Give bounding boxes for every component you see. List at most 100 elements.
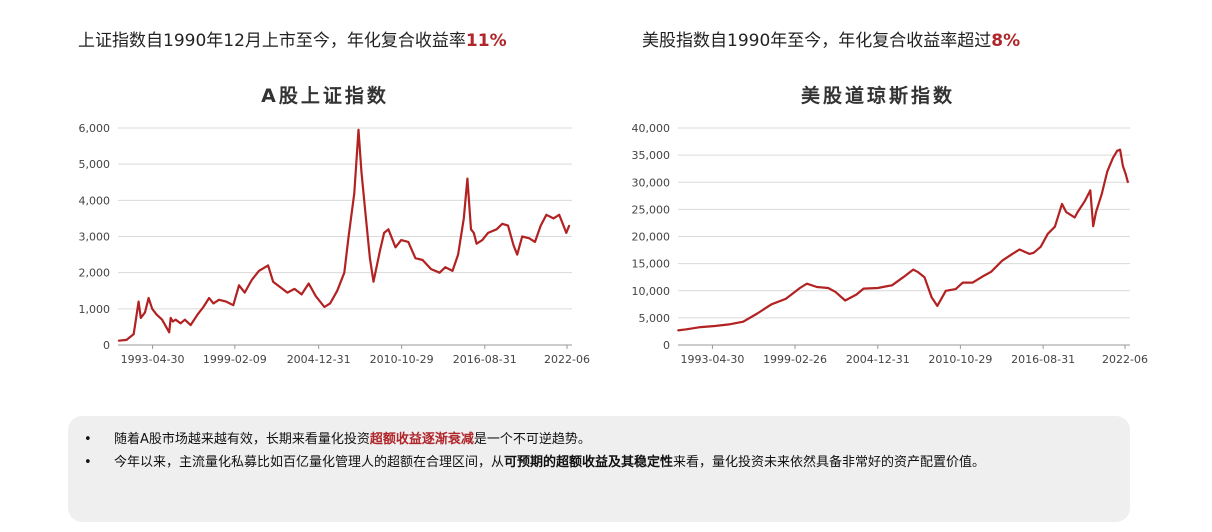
- data-point: [545, 213, 548, 216]
- data-point: [364, 213, 367, 216]
- x-tick-label: 2022-06: [1102, 353, 1148, 366]
- data-point: [451, 270, 454, 272]
- y-tick-label: 2,000: [79, 267, 111, 280]
- y-tick-label: 10,000: [632, 285, 671, 298]
- data-point: [155, 313, 158, 316]
- data-point: [799, 287, 801, 289]
- y-tick-label: 30,000: [632, 176, 671, 189]
- y-tick-label: 40,000: [632, 122, 671, 135]
- y-tick-label: 5,000: [79, 158, 111, 171]
- data-point: [806, 282, 808, 285]
- data-point: [1119, 148, 1121, 151]
- data-point: [272, 280, 274, 283]
- data-point: [171, 320, 174, 323]
- y-tick-label: 5,000: [639, 312, 671, 325]
- data-point: [521, 235, 524, 238]
- headline-us-rate: 8%: [991, 31, 1021, 51]
- data-point: [1076, 211, 1079, 214]
- data-point: [1032, 251, 1035, 254]
- data-point: [1127, 181, 1129, 184]
- data-point: [855, 293, 858, 296]
- data-point: [936, 305, 939, 307]
- data-point: [565, 232, 568, 234]
- data-point: [343, 271, 346, 274]
- series-line: [118, 128, 571, 342]
- bullet-icon: •: [84, 432, 92, 447]
- x-tick-label: 2010-10-29: [370, 353, 434, 366]
- data-point: [336, 289, 339, 292]
- data-point: [1046, 232, 1049, 235]
- data-point: [444, 266, 447, 269]
- data-point: [161, 318, 163, 321]
- data-point: [357, 128, 360, 131]
- data-point: [562, 224, 565, 227]
- data-point: [369, 257, 371, 260]
- data-point: [196, 313, 199, 316]
- data-point: [891, 284, 893, 287]
- headline-shanghai-rate: 11%: [465, 31, 507, 51]
- data-point: [472, 232, 475, 234]
- data-point: [189, 324, 192, 326]
- data-point: [1061, 203, 1063, 205]
- data-point: [501, 222, 504, 225]
- data-point: [218, 298, 220, 301]
- data-point: [1100, 193, 1103, 196]
- data-point: [876, 287, 879, 289]
- data-point: [132, 333, 135, 335]
- data-point: [470, 228, 472, 231]
- x-tick-label: 1999-02-09: [203, 353, 267, 366]
- data-point: [250, 279, 253, 281]
- headline-shanghai-text: 上证指数自1990年12月上市至今，年化复合收益率: [78, 31, 466, 51]
- data-point: [360, 170, 363, 173]
- data-point: [944, 289, 947, 292]
- data-point: [742, 320, 745, 323]
- y-tick-label: 1,000: [79, 303, 111, 316]
- data-point: [300, 293, 303, 296]
- data-point: [462, 217, 465, 220]
- x-tick-label: 2016-08-31: [1011, 353, 1075, 366]
- data-point: [827, 287, 830, 289]
- note-item-1: • 随着A股市场越来越有效，长期来看量化投资超额收益逐渐衰减是一个不可逆趋势。: [68, 428, 1130, 451]
- data-point: [353, 192, 356, 194]
- headline-us: 美股指数自1990年至今，年化复合收益率超过8%: [642, 26, 1020, 51]
- data-point: [971, 281, 974, 284]
- x-tick-label: 1999-02-26: [763, 353, 827, 366]
- headline-shanghai: 上证指数自1990年12月上市至今，年化复合收益率11%: [78, 26, 507, 51]
- note-item-2: • 今年以来，主流量化私募比如百亿量化管理人的超额在合理区间，从可预期的超额收益及…: [68, 451, 1130, 474]
- data-point: [1054, 225, 1056, 228]
- data-point: [558, 213, 561, 216]
- data-point: [137, 300, 140, 303]
- note-2-text: 今年以来，主流量化私募比如百亿量化管理人的超额在合理区间，从: [114, 455, 505, 470]
- data-point: [844, 299, 847, 302]
- notes-panel: • 随着A股市场越来越有效，长期来看量化投资超额收益逐渐衰减是一个不可逆趋势。 •…: [68, 416, 1130, 522]
- data-point: [169, 317, 172, 319]
- data-point: [414, 257, 417, 260]
- data-point: [1065, 211, 1068, 214]
- data-point: [1112, 156, 1114, 159]
- data-point: [147, 297, 150, 299]
- data-point: [1039, 245, 1042, 248]
- data-point: [1011, 253, 1014, 255]
- data-point: [125, 339, 128, 341]
- note-1-emphasis: 超额收益逐渐衰减: [369, 432, 474, 447]
- data-point: [407, 241, 410, 243]
- data-point: [307, 282, 310, 285]
- y-tick-label: 3,000: [79, 231, 111, 244]
- x-tick-label: 2016-08-31: [453, 353, 517, 366]
- data-point: [383, 232, 385, 234]
- y-tick-label: 0: [103, 339, 110, 352]
- data-point: [495, 228, 498, 231]
- data-point: [168, 331, 171, 334]
- data-point: [379, 250, 381, 252]
- y-tick-label: 25,000: [632, 203, 671, 216]
- data-point: [516, 253, 519, 256]
- y-tick-label: 20,000: [632, 231, 671, 244]
- data-point: [677, 329, 679, 332]
- data-point: [1073, 216, 1076, 219]
- series-line: [677, 148, 1129, 332]
- data-point: [144, 311, 146, 314]
- data-point: [728, 323, 730, 326]
- data-point: [139, 317, 142, 319]
- data-point: [232, 304, 235, 307]
- data-point: [457, 253, 459, 256]
